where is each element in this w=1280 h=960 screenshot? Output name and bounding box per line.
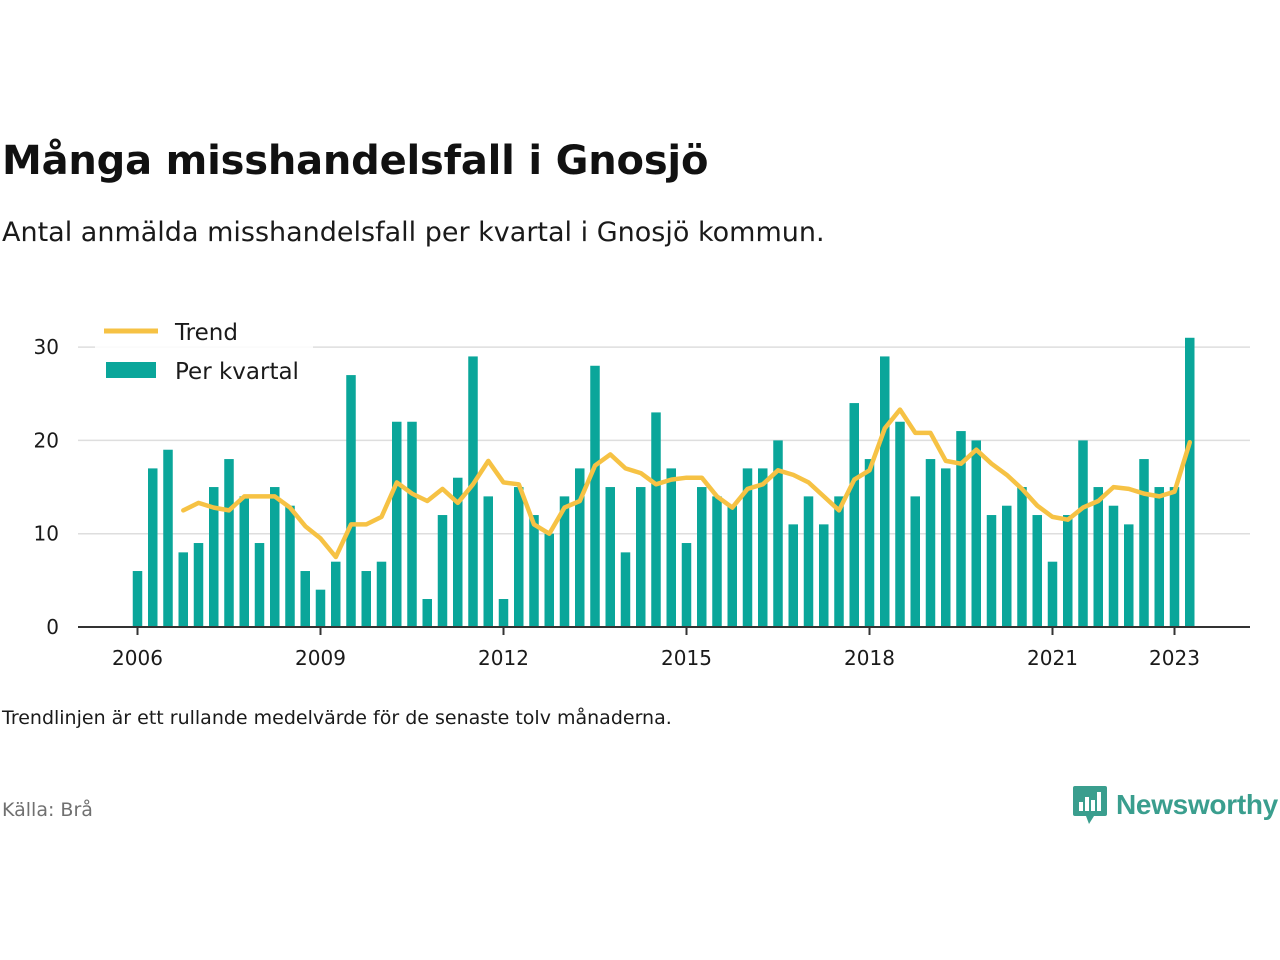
bar	[1063, 515, 1073, 627]
bar	[590, 365, 600, 627]
trend-series	[181, 407, 1193, 560]
chart: 0 10 20 30 2006 2009 2012 2015 2018 2021 2023 Tren…	[34, 312, 1250, 670]
legend-background	[95, 312, 313, 398]
bar	[712, 496, 722, 627]
axes: 0 10 20 30 2006 2009 2012 2015 2018 2021 2023	[34, 335, 1250, 670]
bar	[361, 571, 371, 627]
bar	[1154, 487, 1164, 627]
bar	[803, 496, 814, 627]
bar	[529, 515, 539, 627]
bar	[1078, 440, 1088, 627]
chart-subtitle: Antal anmälda misshandelsfall per kvarta…	[2, 217, 825, 248]
bar	[636, 487, 646, 627]
bar	[407, 421, 417, 627]
bar	[681, 543, 692, 627]
bar	[956, 431, 966, 627]
bar	[758, 468, 768, 627]
x-tick-label: 2023	[1149, 646, 1200, 670]
chart-title: Många misshandelsfall i Gnosjö	[2, 138, 709, 184]
x-tick-label: 2006	[112, 646, 163, 670]
bar	[437, 515, 448, 627]
bar	[986, 515, 997, 627]
bar	[132, 571, 143, 627]
bar	[1047, 561, 1058, 627]
y-tick-label: 10	[34, 522, 59, 546]
bar	[605, 487, 615, 627]
bar	[315, 589, 326, 627]
bar	[346, 375, 356, 627]
bar	[620, 552, 631, 627]
bar	[773, 440, 783, 627]
bar	[1002, 505, 1012, 627]
bar	[727, 505, 737, 627]
bar	[209, 487, 219, 627]
bar	[483, 496, 493, 627]
brand: Newsworthy	[1072, 784, 1278, 826]
bar	[742, 468, 753, 627]
bar	[834, 496, 844, 627]
x-tick-label: 2009	[295, 646, 346, 670]
bar	[453, 477, 463, 627]
bar	[819, 524, 829, 627]
newsworthy-logo-icon	[1073, 786, 1107, 824]
bar	[1169, 487, 1180, 627]
bar	[514, 487, 524, 627]
bar	[788, 524, 798, 627]
bar	[422, 599, 432, 627]
x-tick-label: 2012	[478, 646, 529, 670]
source-label: Källa: Brå	[2, 799, 93, 821]
bar	[697, 487, 707, 627]
bar	[300, 571, 310, 627]
bar	[1017, 487, 1027, 627]
bar	[392, 421, 402, 627]
bar	[270, 487, 280, 627]
bar	[1124, 524, 1134, 627]
legend-swatch-per-kvartal	[106, 362, 156, 378]
chart-note: Trendlinjen är ett rullande medelvärde f…	[2, 707, 672, 729]
bar	[468, 356, 478, 627]
bar	[651, 412, 661, 627]
bar	[163, 449, 173, 627]
bar	[925, 459, 936, 627]
bar	[941, 468, 951, 627]
x-tick-label: 2015	[661, 646, 712, 670]
bar	[864, 459, 875, 627]
bar	[239, 496, 249, 627]
bar	[376, 561, 387, 627]
bar	[971, 440, 981, 627]
trend-line	[181, 407, 1193, 560]
x-tick-label: 2021	[1027, 646, 1078, 670]
bar	[666, 468, 676, 627]
bar	[1093, 487, 1103, 627]
bar	[575, 468, 585, 627]
bar	[498, 599, 509, 627]
bar	[895, 421, 905, 627]
x-tick-label: 2018	[844, 646, 895, 670]
bar	[178, 552, 188, 627]
bar	[849, 403, 859, 627]
bar	[880, 356, 890, 627]
legend-label-per-kvartal: Per kvartal	[175, 359, 299, 385]
y-tick-label: 30	[34, 335, 59, 359]
bar	[910, 496, 920, 627]
bar	[1032, 515, 1042, 627]
bar	[331, 561, 341, 627]
bar	[285, 505, 295, 627]
bar	[1139, 459, 1149, 627]
brand-name: Newsworthy	[1116, 789, 1278, 820]
legend-label-trend: Trend	[174, 320, 238, 346]
y-tick-label: 0	[46, 615, 59, 639]
bar	[224, 459, 234, 627]
bar	[559, 496, 570, 627]
bar-series	[132, 337, 1195, 627]
bar	[1185, 337, 1195, 627]
bar	[254, 543, 265, 627]
y-tick-label: 20	[34, 428, 59, 452]
bar	[1108, 505, 1119, 627]
bar	[544, 533, 554, 627]
bar	[193, 543, 204, 627]
bar	[148, 468, 158, 627]
legend: Trend Per kvartal	[95, 312, 313, 398]
